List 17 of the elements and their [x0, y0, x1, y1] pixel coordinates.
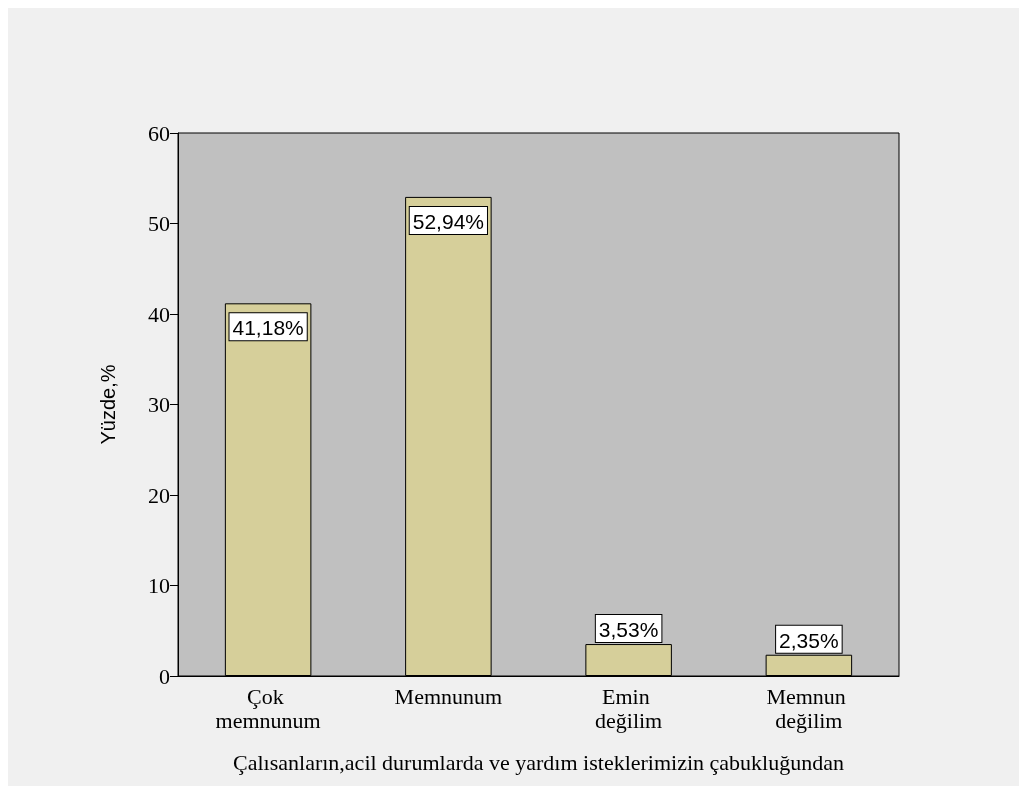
x-axis-title: Çalısanların,acil durumlarda ve yardım isteklerimizin çabukluğundan	[233, 749, 844, 775]
data-label: 52,94%	[412, 209, 484, 233]
x-tick-label: Memnunum	[394, 683, 503, 709]
y-axis-title: Yüzde,%	[97, 364, 119, 445]
x-tick-label: Memnun değilim	[766, 683, 852, 733]
data-label: 41,18%	[232, 316, 304, 340]
data-label: 2,35%	[779, 628, 839, 652]
data-label: 3,53%	[598, 618, 659, 642]
y-tick-label: 20	[148, 482, 170, 508]
x-tick-label: Çok memnunum	[215, 683, 321, 733]
y-tick-label: 30	[148, 392, 170, 417]
y-tick-label: 50	[148, 211, 170, 236]
y-tick-label: 0	[159, 663, 170, 689]
y-tick-label: 10	[148, 573, 170, 598]
y-tick-label: 60	[148, 120, 170, 146]
y-tick-label: 40	[148, 301, 170, 327]
x-tick-label: Emin değilim	[595, 683, 663, 733]
